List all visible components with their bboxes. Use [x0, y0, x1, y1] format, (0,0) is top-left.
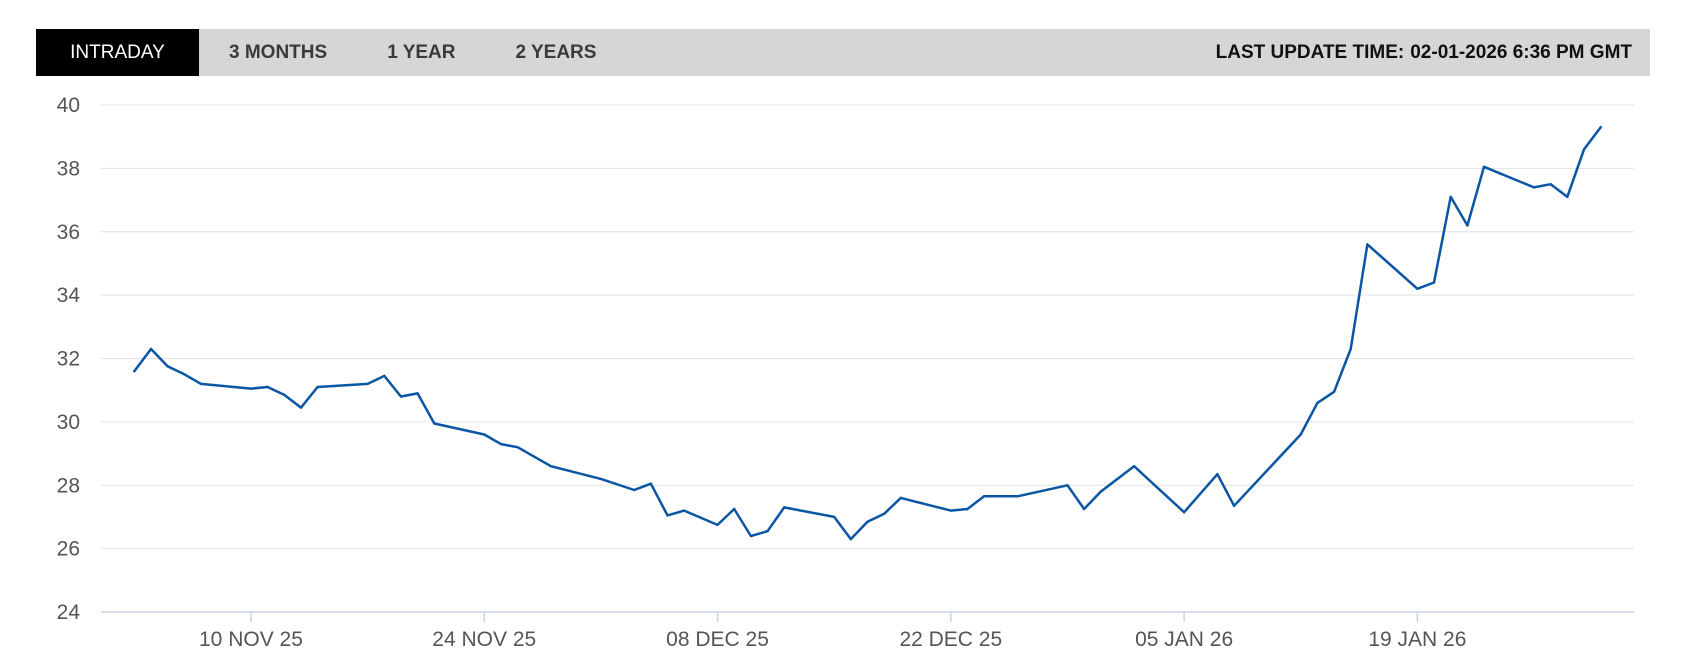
y-tick-label: 24 [57, 601, 81, 624]
x-tick-label: 19 JAN 26 [1368, 628, 1466, 651]
data-point [516, 446, 519, 449]
data-point [283, 393, 286, 397]
tab-2-years[interactable]: 2 YEARS [515, 41, 597, 63]
x-tick-label: 24 NOV 25 [432, 628, 536, 651]
data-point [1132, 465, 1136, 468]
y-tick-label: 28 [57, 474, 80, 497]
tab-intraday[interactable]: INTRADAY [36, 29, 199, 76]
y-tick-label: 34 [57, 284, 81, 307]
x-tick-label: 05 JAN 26 [1135, 628, 1233, 651]
data-point [1482, 165, 1486, 168]
series-line [133, 125, 1602, 541]
data-point [399, 395, 403, 398]
data-point [1099, 490, 1103, 493]
data-point [1182, 511, 1186, 514]
data-point [1599, 126, 1602, 129]
data-point [633, 488, 636, 492]
data-point [249, 387, 253, 390]
x-axis: 10 NOV 25 24 NOV 25 08 DEC 25 22 DEC 25 05 J… [101, 611, 1634, 651]
last-update-time: LAST UPDATE TIME: 02-01-2026 6:36 PM GMT [1216, 42, 1650, 64]
data-point [883, 512, 886, 515]
data-point [299, 406, 303, 409]
data-point [1216, 473, 1219, 476]
data-point [366, 382, 369, 386]
data-point [866, 520, 869, 523]
data-point [1366, 243, 1369, 246]
data-point [783, 506, 786, 509]
data-point [1082, 507, 1086, 511]
data-point [183, 373, 186, 376]
grid-lines [101, 104, 1634, 550]
data-point [1349, 347, 1352, 351]
data-point [266, 385, 269, 389]
data-point [433, 422, 436, 425]
data-point [1466, 224, 1469, 227]
data-point [949, 509, 952, 512]
data-point [599, 477, 603, 481]
y-tick-label: 32 [57, 348, 80, 371]
data-point [383, 374, 386, 378]
data-point [1066, 484, 1069, 487]
y-tick-label: 36 [57, 221, 80, 244]
y-tick-label: 40 [57, 94, 80, 117]
data-point [666, 514, 669, 517]
data-point [1316, 401, 1319, 405]
range-tab-bar: INTRADAY 3 MONTHS 1 YEAR 2 YEARS LAST UP… [36, 29, 1650, 76]
data-point [733, 507, 736, 511]
data-point [1432, 281, 1436, 284]
x-tick-label: 08 DEC 25 [666, 628, 769, 651]
data-point [966, 507, 969, 511]
tab-3-months[interactable]: 3 MONTHS [229, 41, 328, 63]
data-point [1299, 433, 1302, 436]
data-point [149, 347, 153, 351]
data-point [1332, 390, 1336, 393]
data-point [1449, 195, 1452, 199]
x-tick-label: 10 NOV 25 [199, 628, 303, 651]
data-point [749, 534, 753, 538]
data-point [716, 523, 719, 527]
data-point [316, 385, 319, 389]
data-point [549, 465, 553, 468]
y-axis: 24 26 28 30 32 34 36 38 40 [57, 94, 81, 624]
y-tick-label: 30 [57, 411, 80, 434]
x-tick-label: 22 DEC 25 [899, 628, 1002, 651]
y-tick-label: 38 [57, 157, 80, 180]
data-point [483, 433, 486, 436]
last-update-value: 02-01-2026 6:36 PM GMT [1410, 41, 1632, 63]
last-update-label: LAST UPDATE TIME: [1215, 41, 1405, 63]
data-point [166, 365, 169, 368]
series-layer [133, 125, 1602, 541]
data-point [683, 509, 686, 512]
data-point [766, 530, 769, 533]
data-point [1582, 148, 1586, 151]
tab-1-year[interactable]: 1 YEAR [387, 41, 456, 63]
data-point [133, 370, 136, 373]
data-point [1016, 495, 1019, 498]
data-point [649, 482, 653, 485]
y-tick-label: 26 [57, 538, 80, 561]
data-point [1549, 183, 1552, 186]
data-point [499, 442, 503, 446]
data-point [416, 392, 419, 395]
data-point [982, 495, 986, 498]
data-point [1566, 195, 1569, 199]
data-point [1532, 186, 1536, 189]
data-point [1232, 504, 1236, 507]
data-point [849, 537, 852, 541]
data-point [199, 382, 203, 386]
data-point [833, 515, 836, 519]
data-point [1416, 287, 1419, 290]
data-point [899, 496, 902, 500]
